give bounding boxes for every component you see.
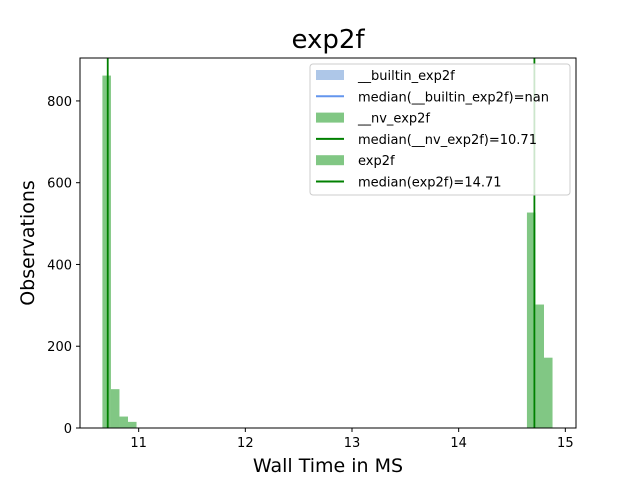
legend-box	[309, 63, 571, 196]
histogram-bar	[102, 75, 111, 428]
y-tick-label: 400	[47, 258, 72, 273]
legend-label: __nv_exp2f	[357, 112, 430, 127]
y-tick-label: 0	[64, 422, 72, 437]
legend-label: median(__nv_exp2f)=10.71	[358, 133, 537, 148]
y-tick-label: 600	[47, 177, 72, 192]
legend-label: __builtin_exp2f	[357, 69, 455, 84]
legend-swatch	[316, 155, 344, 166]
axes-frame	[79, 57, 577, 429]
legend: __builtin_exp2f median(__builtin_exp2f)=n…	[309, 63, 571, 196]
histogram-bar	[128, 421, 137, 428]
x-tick-label: 15	[557, 436, 574, 451]
legend-label: exp2f	[358, 154, 395, 169]
chart-title: exp2f	[291, 25, 365, 55]
histogram-bar	[119, 416, 128, 428]
x-tick-label: 13	[344, 436, 361, 451]
y-axis-label: Observations	[17, 180, 39, 306]
legend-label: median(exp2f)=14.71	[358, 176, 502, 191]
x-axis-label: Wall Time in MS	[253, 455, 403, 477]
x-tick-label: 12	[237, 436, 254, 451]
x-tick-label: 11	[130, 436, 147, 451]
histogram-bar	[526, 212, 536, 428]
histogram-bar	[535, 304, 544, 428]
y-tick-label: 800	[47, 95, 72, 110]
legend-swatch	[316, 112, 344, 123]
y-tick-label: 200	[47, 340, 72, 355]
legend-label: median(__builtin_exp2f)=nan	[358, 90, 549, 105]
axes: 11 12 13 14 15 0 200 400 600 800	[47, 57, 577, 451]
x-tick-label: 14	[450, 436, 467, 451]
histogram-bar	[544, 357, 553, 428]
legend-swatch	[316, 70, 344, 80]
histogram-bar	[110, 389, 120, 428]
